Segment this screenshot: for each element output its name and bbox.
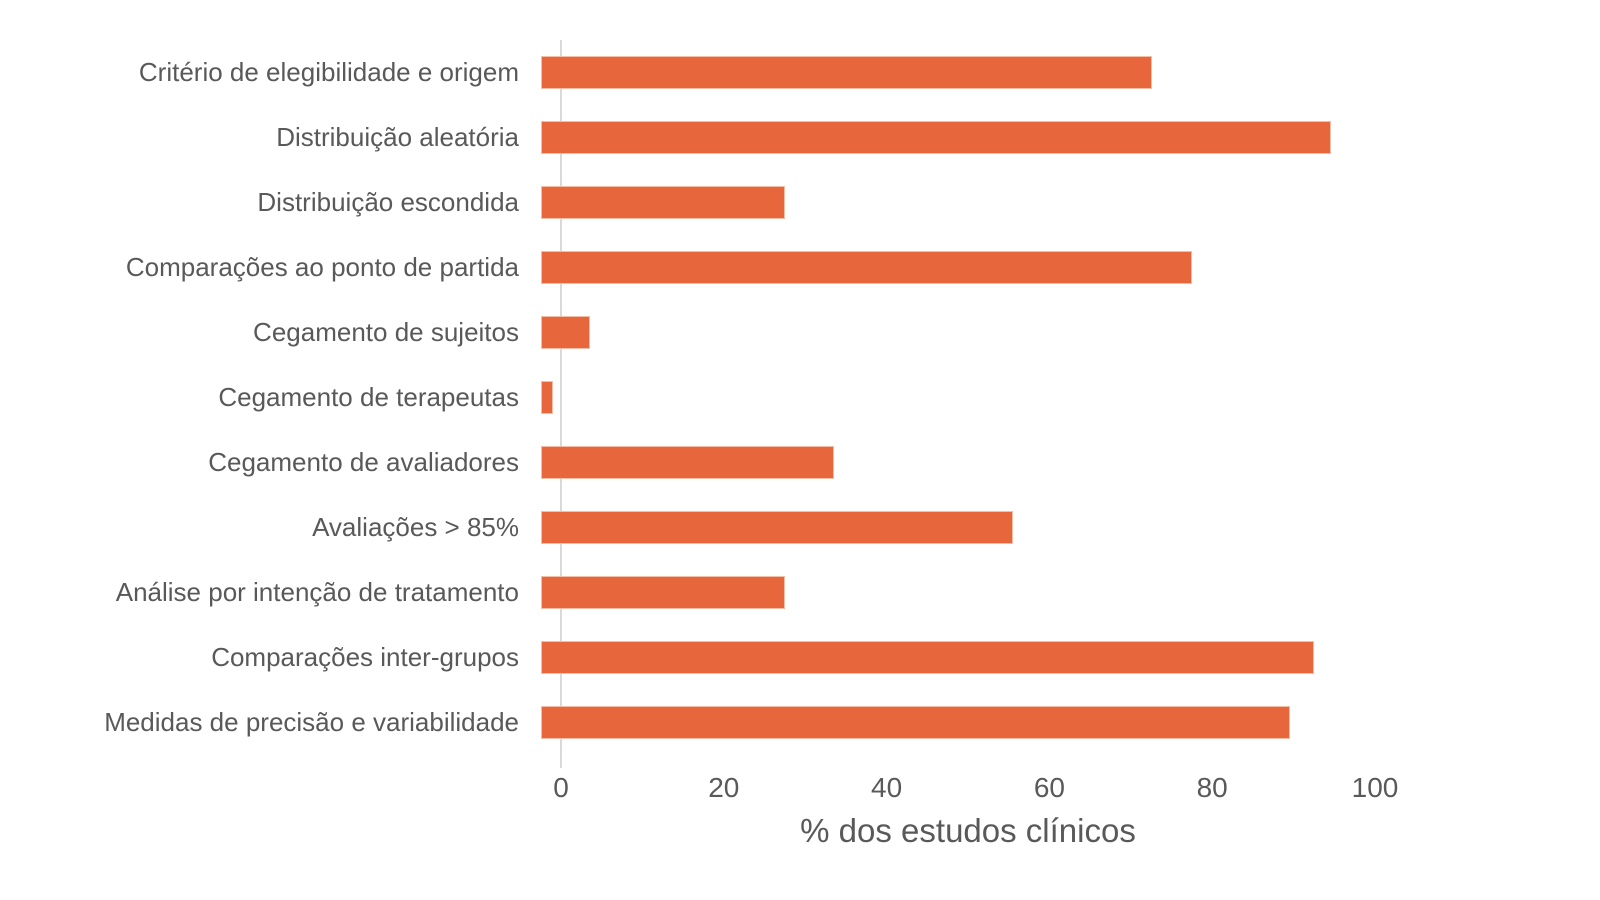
x-axis-title: % dos estudos clínicos — [800, 812, 1136, 849]
bar — [541, 381, 554, 414]
category-label: Cegamento de sujeitos — [253, 317, 519, 348]
bar-track — [541, 430, 1355, 495]
bar — [541, 576, 786, 609]
bar — [541, 316, 590, 349]
bar — [541, 706, 1290, 739]
bar-track — [541, 170, 1355, 235]
x-tick-label: 40 — [871, 772, 903, 803]
category-label: Análise por intenção de tratamento — [115, 577, 519, 608]
bar — [541, 641, 1315, 674]
category-label: Distribuição aleatória — [276, 122, 519, 153]
category-label: Cegamento de avaliadores — [208, 447, 519, 478]
category-label: Comparações inter-grupos — [211, 642, 519, 673]
chart-row: Cegamento de sujeitos — [0, 300, 1600, 365]
x-tick-label: 20 — [708, 772, 740, 803]
chart-row: Comparações inter-grupos — [0, 625, 1600, 690]
x-tick-label: 60 — [1033, 772, 1065, 803]
bar-track — [541, 235, 1355, 300]
bar — [541, 186, 786, 219]
bar-track — [541, 495, 1355, 560]
chart-row: Análise por intenção de tratamento — [0, 560, 1600, 625]
bar — [541, 121, 1331, 154]
x-tick-label: 80 — [1196, 772, 1228, 803]
bar-track — [541, 300, 1355, 365]
chart-row: Critério de elegibilidade e origem — [0, 40, 1600, 105]
chart-row: Distribuição aleatória — [0, 105, 1600, 170]
category-label: Critério de elegibilidade e origem — [138, 57, 519, 88]
bar — [541, 56, 1152, 89]
category-label: Cegamento de terapeutas — [218, 382, 519, 413]
bar-track — [541, 365, 1355, 430]
chart-row: Avaliações > 85% — [0, 495, 1600, 560]
bar — [541, 251, 1193, 284]
bar-track — [541, 690, 1355, 755]
bar-track — [541, 40, 1355, 105]
x-axis: 0 20 40 60 80 100 — [553, 772, 1398, 812]
category-label: Medidas de precisão e variabilidade — [104, 707, 519, 738]
x-tick-label: 100 — [1351, 772, 1399, 803]
bar — [541, 446, 835, 479]
chart-row: Medidas de precisão e variabilidade — [0, 690, 1600, 755]
bar — [541, 511, 1014, 544]
x-tick-label: 0 — [553, 772, 569, 803]
bar-track — [541, 105, 1355, 170]
bar-track — [541, 625, 1355, 690]
chart-row: Comparações ao ponto de partida — [0, 235, 1600, 300]
bar-track — [541, 560, 1355, 625]
chart-row: Cegamento de terapeutas — [0, 365, 1600, 430]
chart-row: Cegamento de avaliadores — [0, 430, 1600, 495]
category-label: Avaliações > 85% — [312, 512, 519, 543]
chart-row: Distribuição escondida — [0, 170, 1600, 235]
bar-rows: Critério de elegibilidade e origem Distri… — [0, 40, 1600, 755]
category-label: Distribuição escondida — [257, 187, 519, 218]
category-label: Comparações ao ponto de partida — [125, 252, 519, 283]
value-axis-line — [560, 40, 562, 768]
